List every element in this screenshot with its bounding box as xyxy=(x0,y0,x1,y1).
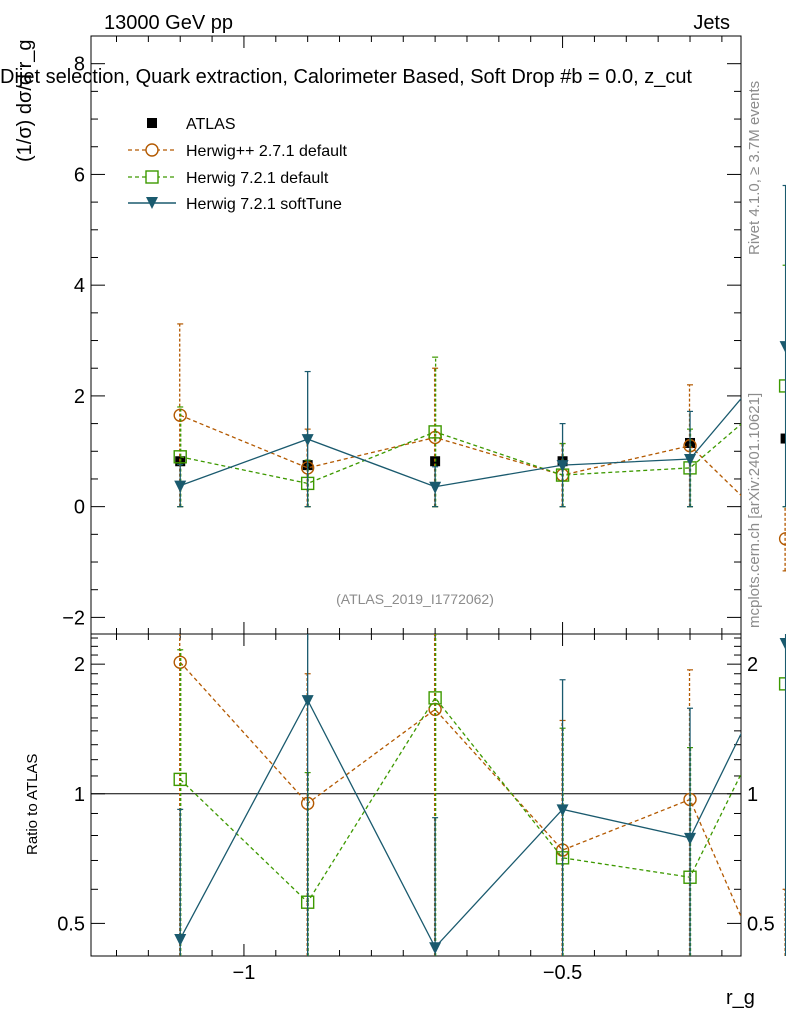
main-y-tick-label: 2 xyxy=(74,386,85,408)
ratio-plot-frame xyxy=(90,633,742,957)
ratio-marker xyxy=(779,637,786,650)
ratio-marker xyxy=(429,942,442,955)
legend-atlas-label: ATLAS xyxy=(186,116,236,133)
ratio-y-tick-label: 2 xyxy=(74,654,85,676)
main-y-tick-label: 4 xyxy=(74,275,85,297)
main-series-line xyxy=(179,397,741,488)
main-series xyxy=(173,184,786,572)
ratio-series-line xyxy=(179,698,741,949)
ratio-y-tick-label-right: 2 xyxy=(747,654,758,676)
legend-h271-label: Herwig++ 2.7.1 default xyxy=(186,143,348,160)
main-marker xyxy=(556,460,569,473)
legend-entry-h721: Herwig 7.2.1 default xyxy=(128,170,329,187)
legend-entry-atlas: ATLAS xyxy=(147,116,236,133)
main-series-herwig-7-2-1-softtune xyxy=(174,184,786,508)
ratio-series xyxy=(173,634,786,956)
ratio-marker xyxy=(173,772,187,787)
main-marker xyxy=(428,425,442,439)
main-y-tick-label: 6 xyxy=(74,164,85,186)
legend-h721-marker xyxy=(145,170,159,184)
category-label: Jets xyxy=(693,12,730,34)
x-tick-label: −0.5 xyxy=(543,962,582,984)
legend-entry-softtune: Herwig 7.2.1 softTune xyxy=(128,196,342,213)
legend-h271-marker xyxy=(145,143,159,157)
energy-label: 13000 GeV pp xyxy=(104,12,233,34)
ratio-marker xyxy=(556,804,569,817)
ratio-marker xyxy=(428,691,442,705)
ratio-marker xyxy=(301,695,314,708)
main-marker xyxy=(779,341,786,354)
main-axes: −2 0 2 4 6 8 xyxy=(62,35,741,634)
main-y-tick-label: 8 xyxy=(74,54,85,76)
main-series-herwig-7-2-1-default xyxy=(173,264,786,508)
ratio-series-line xyxy=(179,661,741,919)
main-marker xyxy=(684,454,697,467)
x-tick-label: −1 xyxy=(233,962,256,984)
x-axis-title: r_g xyxy=(726,987,755,1009)
legend-soft-label: Herwig 7.2.1 softTune xyxy=(186,196,342,213)
legend-entry-h271: Herwig++ 2.7.1 default xyxy=(128,143,348,160)
ratio-series-herwig-2-7-1-default xyxy=(173,634,786,956)
main-marker xyxy=(429,481,442,494)
ratio-series-line xyxy=(179,696,741,904)
ratio-y-tick-label: 1 xyxy=(74,784,85,806)
legend-soft-marker xyxy=(146,197,158,209)
ratio-y-tick-label-right: 1 xyxy=(747,784,758,806)
main-series-line xyxy=(179,414,741,497)
main-y-axis-title: (1/σ) dσ/d r_g xyxy=(14,39,36,162)
ratio-axes: 0.5 0.5 1 1 2 2 −1 −0.5 xyxy=(57,634,775,984)
main-marker xyxy=(780,433,786,444)
ratio-y-tick-label: 0.5 xyxy=(57,913,85,935)
legend-h721-label: Herwig 7.2.1 default xyxy=(186,170,329,187)
ratio-series-herwig-7-2-1-softtune xyxy=(174,634,786,956)
ratio-y-tick-label-right: 0.5 xyxy=(747,913,775,935)
main-y-tick-label: −2 xyxy=(62,607,85,629)
main-series-line xyxy=(180,423,741,485)
legend: ATLAS Herwig++ 2.7.1 default Herwig 7.2.… xyxy=(128,116,348,213)
ratio-marker xyxy=(174,933,187,946)
ratio-y-axis-title: Ratio to ATLAS xyxy=(24,754,41,855)
main-marker xyxy=(173,450,187,464)
main-y-tick-label: 0 xyxy=(74,497,85,519)
mcplots-label: mcplots.cern.ch [arXiv:2401.10621] xyxy=(746,393,763,628)
ratio-marker xyxy=(684,832,697,845)
rivet-label: Rivet 4.1.0, ≥ 3.7M events xyxy=(746,81,763,255)
main-marker xyxy=(174,480,187,493)
plot-title: Dijet selection, Quark extraction, Calor… xyxy=(0,66,692,88)
main-marker xyxy=(301,434,314,447)
legend-atlas-marker xyxy=(147,118,157,128)
analysis-id: (ATLAS_2019_I1772062) xyxy=(336,591,494,607)
